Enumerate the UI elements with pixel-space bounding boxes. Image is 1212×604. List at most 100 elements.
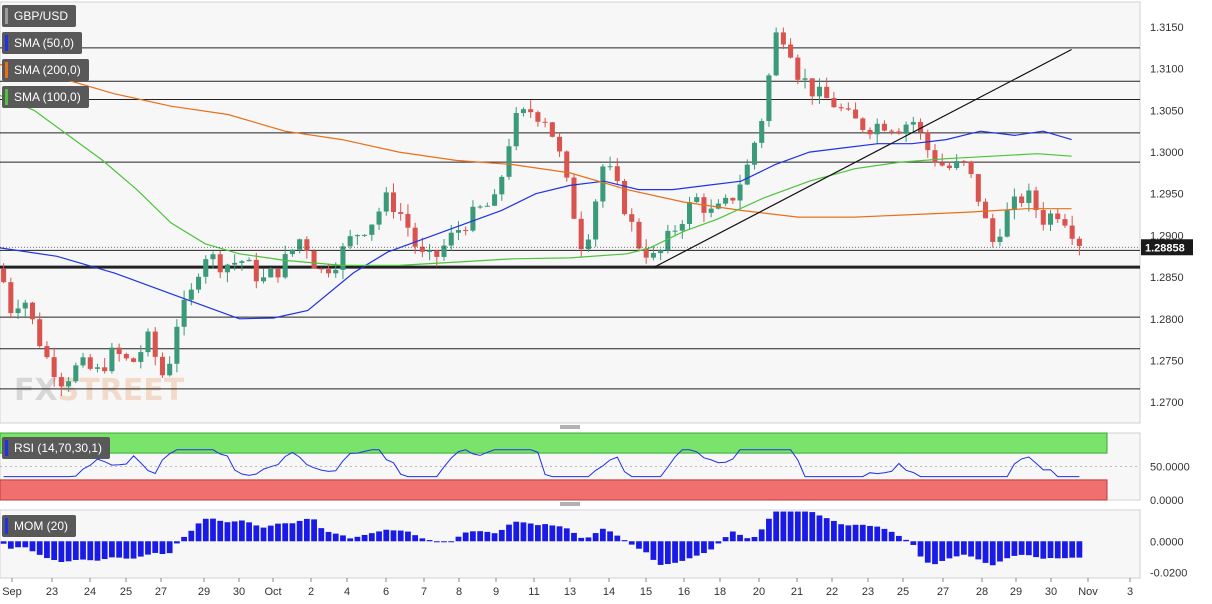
mom-bar bbox=[845, 525, 852, 542]
mom-bar bbox=[679, 541, 686, 561]
candle-body bbox=[44, 346, 50, 358]
price-tick-7: 1.2800 bbox=[1150, 314, 1184, 326]
candle-body bbox=[1055, 213, 1061, 220]
candle-body bbox=[932, 150, 938, 163]
mom-bar bbox=[58, 541, 65, 563]
candle-body bbox=[773, 32, 779, 76]
mom-bar bbox=[571, 532, 577, 542]
mom-bar bbox=[332, 533, 339, 542]
mom-bar bbox=[383, 529, 390, 542]
mom-bar bbox=[166, 541, 173, 554]
mom-bar bbox=[794, 511, 801, 542]
mom-bar bbox=[960, 541, 967, 555]
candle-body bbox=[528, 109, 534, 113]
price-tick-3: 1.3000 bbox=[1150, 147, 1184, 159]
sma50-label[interactable]: SMA (50,0) bbox=[2, 32, 83, 54]
candle-body bbox=[22, 302, 28, 309]
candle-body bbox=[80, 357, 86, 366]
x-tick-4: 27 bbox=[155, 586, 167, 598]
mom-bar bbox=[7, 541, 14, 549]
candle-body bbox=[492, 194, 498, 206]
candle-body bbox=[780, 32, 786, 45]
mom-bar bbox=[636, 541, 642, 549]
mom-bar bbox=[123, 541, 130, 559]
rsi-tick-0: 50.0000 bbox=[1150, 462, 1190, 474]
candle-body bbox=[261, 277, 267, 282]
candle-body bbox=[203, 259, 209, 277]
mom-bar bbox=[368, 533, 375, 542]
rsi-pane: 50.0000 0.0000 bbox=[0, 432, 1190, 507]
mom-tick-1: -0.0200 bbox=[1150, 568, 1187, 580]
mom-bar bbox=[1076, 541, 1083, 558]
symbol-label[interactable]: GBP/USD bbox=[2, 5, 77, 27]
mom-bar bbox=[491, 533, 498, 542]
mom-bar bbox=[347, 538, 354, 542]
candle-body bbox=[196, 276, 202, 290]
mom-bar bbox=[932, 541, 938, 565]
mom-bar bbox=[376, 531, 382, 542]
mom-bar bbox=[823, 518, 830, 542]
mom-bar bbox=[441, 541, 447, 543]
sma100-label[interactable]: SMA (100,0) bbox=[2, 86, 89, 108]
mom-bar bbox=[0, 541, 7, 544]
candle-body bbox=[499, 176, 505, 195]
price-tick-8: 1.2750 bbox=[1150, 355, 1184, 367]
mom-bar bbox=[643, 541, 650, 553]
candle-body bbox=[253, 259, 259, 282]
mom-bar bbox=[766, 518, 772, 542]
mom-label[interactable]: MOM (20) bbox=[2, 515, 76, 537]
mom-bar bbox=[455, 536, 462, 542]
candle-body bbox=[997, 236, 1003, 242]
mom-bar bbox=[982, 541, 989, 563]
candle-body bbox=[946, 165, 952, 169]
candle-body bbox=[167, 363, 173, 376]
candle-body bbox=[434, 250, 440, 257]
candle-body bbox=[376, 211, 382, 225]
candle-body bbox=[131, 358, 137, 362]
candle-body bbox=[795, 57, 801, 80]
candle-body bbox=[759, 121, 765, 143]
candle-body bbox=[152, 331, 158, 357]
mom-bar bbox=[513, 521, 520, 542]
candle-body bbox=[73, 365, 79, 382]
trendline bbox=[654, 48, 1072, 268]
candle-body bbox=[578, 218, 584, 250]
mom-bar bbox=[238, 520, 245, 542]
candle-body bbox=[232, 262, 238, 265]
mom-bar bbox=[650, 541, 657, 560]
x-tick-11: 7 bbox=[421, 586, 427, 598]
candle-body bbox=[174, 326, 180, 364]
candle-body bbox=[954, 161, 960, 169]
candle-body bbox=[1, 268, 7, 283]
mom-bar bbox=[506, 524, 512, 542]
x-tick-8: 2 bbox=[308, 586, 314, 598]
mom-bar bbox=[657, 541, 664, 565]
candle-body bbox=[983, 201, 989, 219]
mom-bar bbox=[968, 541, 974, 557]
mom-bar bbox=[210, 518, 216, 542]
candle-body bbox=[297, 239, 303, 250]
candle-body bbox=[398, 212, 404, 214]
candle-body bbox=[903, 124, 909, 134]
x-tick-1: 23 bbox=[46, 586, 58, 598]
mom-bar bbox=[195, 523, 202, 542]
candle-body bbox=[593, 201, 599, 240]
x-tick-2: 24 bbox=[84, 586, 96, 598]
candle-body bbox=[181, 299, 187, 327]
candle-body bbox=[325, 269, 332, 274]
mom-bar bbox=[498, 529, 505, 542]
mom-bar bbox=[693, 541, 700, 556]
mom-bar bbox=[202, 518, 209, 542]
rsi-label[interactable]: RSI (14,70,30,1) bbox=[2, 437, 111, 459]
sma200-label[interactable]: SMA (200,0) bbox=[2, 59, 89, 81]
last-price-badge bbox=[1141, 239, 1193, 256]
x-tick-6: 30 bbox=[233, 586, 245, 598]
candle-body bbox=[210, 254, 216, 260]
x-tick-10: 6 bbox=[383, 586, 389, 598]
candle-body bbox=[925, 132, 931, 151]
mom-bar bbox=[585, 537, 592, 542]
candle-body bbox=[282, 254, 288, 278]
price-tick-2: 1.3050 bbox=[1150, 105, 1184, 117]
candle-body bbox=[470, 206, 476, 231]
candle-body bbox=[650, 253, 656, 258]
